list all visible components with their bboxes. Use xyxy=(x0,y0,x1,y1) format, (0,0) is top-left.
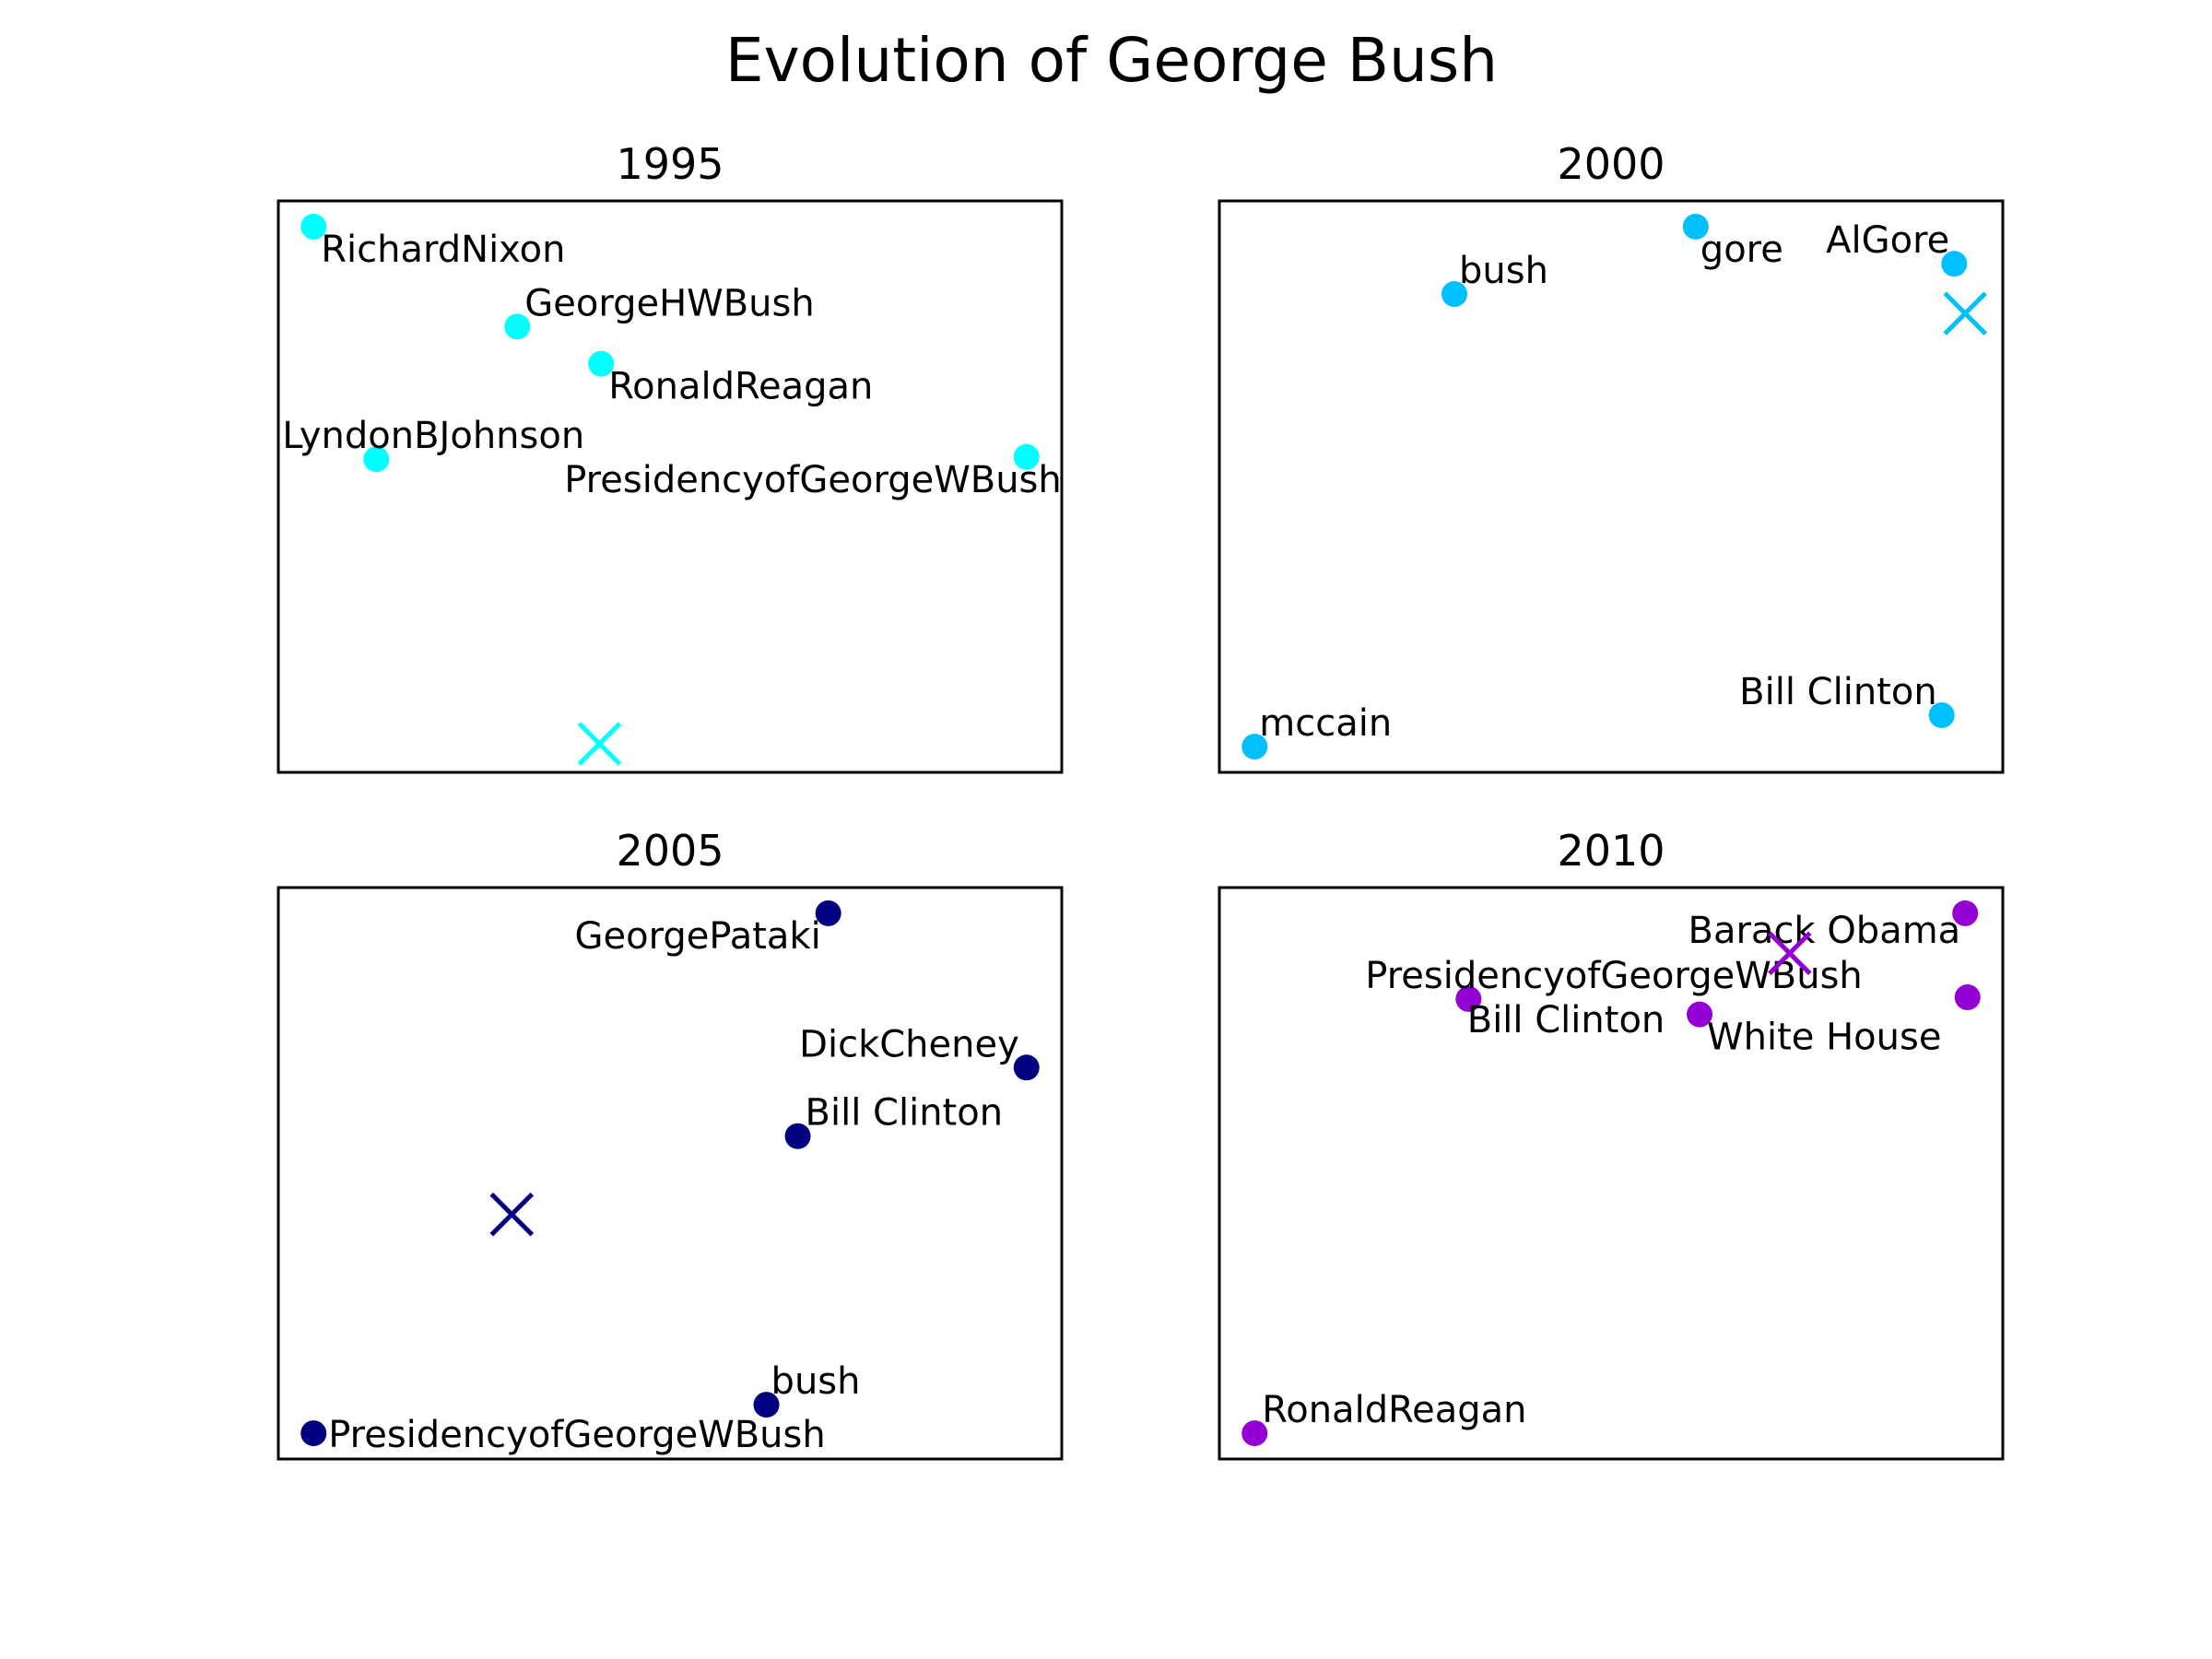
subplot-title: 2005 xyxy=(616,826,724,876)
scatter-point xyxy=(1013,1054,1040,1081)
subplot-title: 1995 xyxy=(616,139,724,189)
scatter-point xyxy=(1941,251,1968,277)
subplot-title: 2000 xyxy=(1557,139,1665,189)
point-label: mccain xyxy=(1259,702,1392,745)
point-label: AlGore xyxy=(1826,219,1949,262)
subplot-1995: 1995 RichardNixon GeorgeHWBush RonaldReagan… xyxy=(276,139,1064,774)
scatter-point xyxy=(1682,213,1709,240)
point-label: PresidencyofGeorgeWBush xyxy=(564,459,1061,501)
plot-frame xyxy=(1218,886,2005,1461)
subplot-2000: 2000 bush gore AlGore Bill Clinton mccain xyxy=(1218,139,2005,774)
point-label: RonaldReagan xyxy=(1262,1389,1526,1431)
point-label: RichardNixon xyxy=(321,229,565,271)
target-x-marker xyxy=(489,1192,535,1237)
plot-frame xyxy=(276,886,1064,1461)
scatter-point xyxy=(753,1392,780,1418)
scatter-point xyxy=(1952,900,1979,926)
subplot-title: 2010 xyxy=(1557,826,1665,876)
plot-frame xyxy=(1218,199,2005,774)
subplot-2010: 2010 Barack ObamaPresidencyofGeorgeWBushB… xyxy=(1218,826,2005,1461)
scatter-point xyxy=(1441,281,1467,308)
point-label: gore xyxy=(1700,229,1783,271)
scatter-point xyxy=(363,446,390,473)
scatter-point xyxy=(300,1420,327,1447)
scatter-point xyxy=(300,213,327,240)
subplot-grid: 1995 RichardNixon GeorgeHWBush RonaldReagan… xyxy=(276,139,2005,1461)
point-label: Bill Clinton xyxy=(806,1092,1004,1135)
scatter-point xyxy=(1954,984,1981,1011)
scatter-point xyxy=(1241,734,1268,760)
point-label: Bill Clinton xyxy=(1467,999,1665,1041)
scatter-point xyxy=(1687,1001,1713,1028)
scatter-point xyxy=(588,350,615,377)
scatter-point xyxy=(1241,1420,1268,1447)
point-label: bush xyxy=(771,1360,861,1403)
target-x-marker xyxy=(1768,931,1812,976)
scatter-point xyxy=(784,1123,811,1149)
scatter-point xyxy=(1928,702,1955,728)
point-label: GeorgeHWBush xyxy=(524,282,814,324)
point-label: PresidencyofGeorgeWBush xyxy=(328,1414,825,1456)
scatter-point xyxy=(815,900,841,926)
point-label: LyndonBJohnson xyxy=(282,415,584,457)
scatter-point xyxy=(1013,443,1040,470)
point-label: Bill Clinton xyxy=(1739,671,1937,713)
point-label: RonaldReagan xyxy=(608,366,873,408)
subplot-2005: 2005 GeorgePataki DickCheney Bill Clinton bu… xyxy=(276,826,1064,1461)
scatter-point xyxy=(1455,985,1482,1012)
target-x-marker xyxy=(1943,291,1987,335)
scatter-point xyxy=(504,313,531,340)
point-label: GeorgePataki xyxy=(575,915,821,958)
point-label: DickCheney xyxy=(799,1023,1019,1065)
point-label: Barack Obama xyxy=(1688,910,1961,952)
figure-title: Evolution of George Bush xyxy=(725,25,1498,96)
plot-frame xyxy=(276,199,1064,774)
target-x-marker xyxy=(577,722,622,766)
point-label: bush xyxy=(1459,250,1548,292)
point-label: White House xyxy=(1707,1017,1941,1059)
point-label: PresidencyofGeorgeWBush xyxy=(1365,955,1862,997)
